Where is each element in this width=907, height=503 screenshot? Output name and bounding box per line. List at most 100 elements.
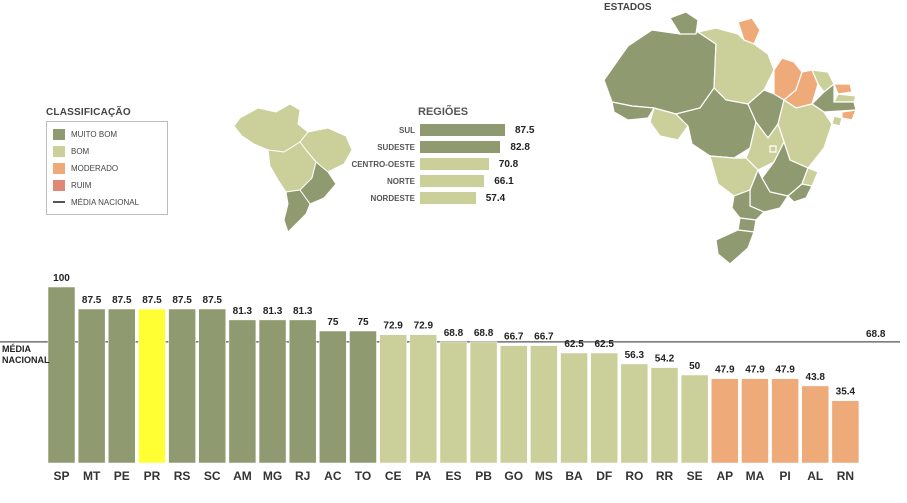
bar-es: [439, 341, 468, 464]
national-average-value: 68.8: [866, 329, 886, 340]
category-label: PB: [475, 469, 492, 483]
region-bar: [420, 141, 501, 153]
bar-value-label: 87.5: [203, 295, 223, 306]
states-map-title: ESTADOS: [604, 2, 652, 13]
category-label: RR: [656, 469, 674, 483]
category-label: RJ: [295, 469, 310, 483]
bar-value-label: 81.3: [293, 306, 313, 317]
bar-value-label: 81.3: [263, 306, 283, 317]
legend-label: BOM: [71, 146, 90, 156]
legend-swatch: [53, 128, 65, 140]
state-am: [603, 29, 717, 115]
bar-value-label: 75: [327, 317, 339, 328]
state-se: [831, 115, 843, 127]
bar-value-label: 35.4: [836, 387, 856, 398]
bar-value-label: 66.7: [534, 332, 554, 343]
regions-title: REGIÕES: [418, 106, 469, 118]
region-label: CENTRO-OESTE: [351, 160, 415, 169]
regions-map: [233, 103, 353, 233]
bar-se: [680, 374, 709, 464]
region-label: NORDESTE: [370, 194, 415, 203]
bar-value-label: 47.9: [715, 365, 735, 376]
bar-value-label: 81.3: [233, 306, 253, 317]
category-label: CE: [385, 469, 402, 483]
bar-ro: [620, 363, 649, 464]
category-label: MA: [746, 469, 765, 483]
bar-am: [228, 319, 257, 464]
state-df: [769, 145, 777, 153]
bar-go: [500, 345, 528, 464]
legend-item-muito-bom: MUITO BOM: [53, 127, 117, 141]
region-bar: [420, 175, 485, 187]
category-label: SP: [53, 469, 69, 483]
legend-label: MUITO BOM: [71, 129, 118, 139]
bar-value-label: 100: [53, 273, 70, 284]
legend-label: RUIM: [71, 180, 92, 190]
bar-al: [801, 385, 829, 464]
bar-value-label: 87.5: [142, 295, 162, 306]
national-average-label-line1: MÉDIA: [2, 344, 31, 354]
region-value: 82.8: [510, 142, 530, 153]
bar-value-label: 43.8: [806, 372, 826, 383]
category-label: ES: [445, 469, 461, 483]
category-label: GO: [504, 469, 523, 483]
bar-ac: [319, 330, 347, 464]
region-bar: [420, 124, 505, 136]
regions-chart: SUL 87.5 SUDESTE 82.8 CENTRO-OESTE 70.8 NORTE 6…: [325, 124, 545, 214]
category-label: DF: [596, 469, 612, 483]
legend: MUITO BOM BOM MODERADO RUIM MÉDIA NACION…: [46, 121, 168, 215]
states-map: [603, 11, 857, 265]
bar-value-label: 75: [357, 317, 369, 328]
bar-rj: [288, 319, 317, 464]
region-label: SUDESTE: [377, 143, 415, 152]
bar-value-label: 87.5: [172, 295, 192, 306]
bar-value-label: 66.7: [504, 332, 524, 343]
legend-label: MODERADO: [71, 163, 119, 173]
legend-label: MÉDIA NACIONAL: [71, 197, 140, 207]
bar-pa: [409, 334, 438, 464]
bar-pe: [108, 308, 136, 464]
region-value: 70.8: [498, 159, 519, 170]
region-bar: [420, 192, 476, 204]
region-value: 66.1: [494, 176, 514, 187]
bar-ap: [711, 378, 739, 464]
category-label: RO: [625, 469, 643, 483]
bar-value-label: 62.5: [594, 339, 614, 350]
national-average-label-line2: NACIONAL: [2, 355, 50, 365]
bar-to: [349, 330, 377, 464]
category-label: TO: [355, 469, 371, 483]
bar-value-label: 68.8: [444, 328, 464, 339]
state-mt: [674, 87, 757, 159]
category-label: AM: [233, 469, 252, 483]
bar-df: [590, 352, 618, 464]
category-label: AP: [716, 469, 733, 483]
state-rr: [669, 11, 699, 35]
category-label: SE: [687, 469, 703, 483]
bar-ba: [560, 352, 588, 464]
bar-pi: [771, 378, 799, 464]
bar-value-label: 68.8: [474, 328, 494, 339]
category-label: PR: [144, 469, 161, 483]
region-bar: [420, 158, 489, 170]
bar-mt: [77, 308, 106, 464]
bar-value-label: 87.5: [82, 295, 102, 306]
region-sul: [283, 189, 311, 233]
category-label: MG: [263, 469, 282, 483]
state-pr: [731, 189, 766, 221]
region-value: 57.4: [485, 193, 506, 204]
legend-item-moderado: MODERADO: [53, 161, 118, 175]
bar-value-label: 87.5: [112, 295, 132, 306]
state-ap: [737, 17, 761, 45]
legend-swatch: [53, 162, 65, 174]
category-label: AL: [807, 469, 823, 483]
bar-value-label: 56.3: [625, 350, 645, 361]
category-label: AC: [324, 469, 342, 483]
bar-value-label: 50: [689, 361, 701, 372]
bar-rs: [168, 308, 196, 464]
region-label: SUL: [399, 126, 415, 135]
bar-value-label: 47.9: [745, 365, 765, 376]
category-label: PI: [779, 469, 790, 483]
category-label: RN: [837, 469, 854, 483]
bar-sp: [47, 286, 76, 464]
bar-value-label: 72.9: [414, 321, 434, 332]
